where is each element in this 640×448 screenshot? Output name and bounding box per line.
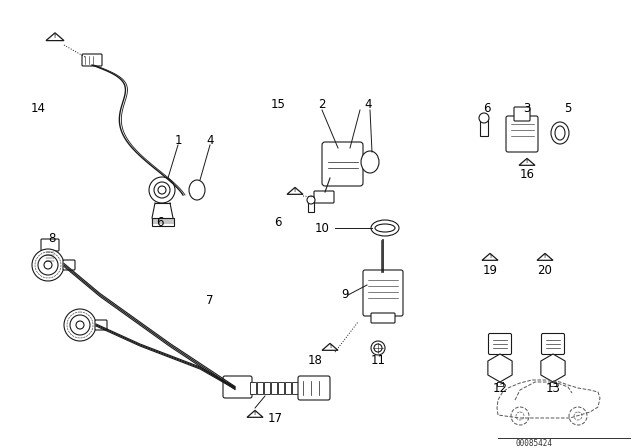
Circle shape bbox=[516, 412, 524, 420]
Text: !: ! bbox=[329, 344, 331, 349]
Bar bbox=[264, 382, 270, 394]
Polygon shape bbox=[287, 187, 303, 194]
Bar bbox=[480, 118, 488, 136]
Text: 17: 17 bbox=[268, 412, 282, 425]
Polygon shape bbox=[482, 254, 498, 260]
Bar bbox=[46, 250, 54, 264]
Text: !: ! bbox=[254, 411, 256, 416]
Circle shape bbox=[374, 344, 382, 352]
Circle shape bbox=[569, 407, 587, 425]
Circle shape bbox=[76, 321, 84, 329]
FancyBboxPatch shape bbox=[95, 320, 107, 330]
Text: 1: 1 bbox=[174, 134, 182, 146]
Text: !: ! bbox=[489, 254, 491, 259]
Text: 10: 10 bbox=[315, 221, 330, 234]
Polygon shape bbox=[46, 33, 64, 41]
FancyBboxPatch shape bbox=[41, 239, 59, 251]
Text: 6: 6 bbox=[275, 215, 282, 228]
Text: 15: 15 bbox=[271, 99, 285, 112]
Polygon shape bbox=[519, 159, 535, 165]
FancyBboxPatch shape bbox=[371, 313, 395, 323]
Ellipse shape bbox=[371, 220, 399, 236]
Bar bbox=[271, 382, 277, 394]
Text: !: ! bbox=[526, 159, 528, 164]
Ellipse shape bbox=[361, 151, 379, 173]
Circle shape bbox=[574, 412, 582, 420]
Ellipse shape bbox=[375, 224, 395, 232]
Text: 20: 20 bbox=[538, 263, 552, 276]
Text: 3: 3 bbox=[524, 102, 531, 115]
FancyBboxPatch shape bbox=[541, 333, 564, 354]
Ellipse shape bbox=[555, 126, 565, 140]
Text: 7: 7 bbox=[206, 293, 214, 306]
Text: 12: 12 bbox=[493, 382, 508, 395]
Ellipse shape bbox=[551, 122, 569, 144]
Text: 4: 4 bbox=[364, 99, 372, 112]
Polygon shape bbox=[488, 354, 512, 382]
Text: 18: 18 bbox=[308, 353, 323, 366]
Circle shape bbox=[307, 196, 315, 204]
Text: 6: 6 bbox=[483, 102, 491, 115]
Text: !: ! bbox=[544, 254, 546, 259]
Text: 16: 16 bbox=[520, 168, 534, 181]
Circle shape bbox=[371, 341, 385, 355]
Bar bbox=[250, 382, 256, 394]
Text: 8: 8 bbox=[48, 232, 56, 245]
Text: 11: 11 bbox=[371, 353, 385, 366]
FancyBboxPatch shape bbox=[314, 191, 334, 203]
Polygon shape bbox=[541, 354, 565, 382]
Bar bbox=[292, 382, 298, 394]
Circle shape bbox=[64, 309, 96, 341]
Circle shape bbox=[70, 315, 90, 335]
Circle shape bbox=[38, 255, 58, 275]
FancyBboxPatch shape bbox=[322, 142, 363, 186]
Text: !: ! bbox=[294, 188, 296, 193]
FancyBboxPatch shape bbox=[298, 376, 330, 400]
Circle shape bbox=[149, 177, 175, 203]
FancyBboxPatch shape bbox=[363, 270, 403, 316]
FancyBboxPatch shape bbox=[506, 116, 538, 152]
Text: 13: 13 bbox=[545, 382, 561, 395]
Circle shape bbox=[158, 186, 166, 194]
FancyBboxPatch shape bbox=[514, 107, 530, 121]
Polygon shape bbox=[322, 343, 338, 350]
Text: 4: 4 bbox=[206, 134, 214, 146]
Text: 6: 6 bbox=[156, 215, 164, 228]
Circle shape bbox=[44, 261, 52, 269]
FancyBboxPatch shape bbox=[488, 333, 511, 354]
Text: 14: 14 bbox=[31, 102, 45, 115]
FancyBboxPatch shape bbox=[82, 54, 102, 66]
Text: 2: 2 bbox=[318, 99, 326, 112]
FancyBboxPatch shape bbox=[223, 376, 252, 398]
Text: !: ! bbox=[54, 34, 56, 39]
Polygon shape bbox=[247, 410, 263, 417]
Bar bbox=[152, 218, 174, 226]
Text: 9: 9 bbox=[341, 289, 349, 302]
Text: 5: 5 bbox=[564, 102, 572, 115]
Circle shape bbox=[154, 182, 170, 198]
Circle shape bbox=[479, 113, 489, 123]
Bar bbox=[278, 382, 284, 394]
Text: 19: 19 bbox=[483, 263, 497, 276]
Bar bbox=[257, 382, 263, 394]
FancyBboxPatch shape bbox=[63, 260, 75, 270]
Bar bbox=[308, 200, 314, 212]
Circle shape bbox=[32, 249, 64, 281]
Circle shape bbox=[511, 407, 529, 425]
Text: 00085424: 00085424 bbox=[515, 439, 552, 448]
Polygon shape bbox=[537, 254, 553, 260]
Ellipse shape bbox=[189, 180, 205, 200]
Bar bbox=[285, 382, 291, 394]
